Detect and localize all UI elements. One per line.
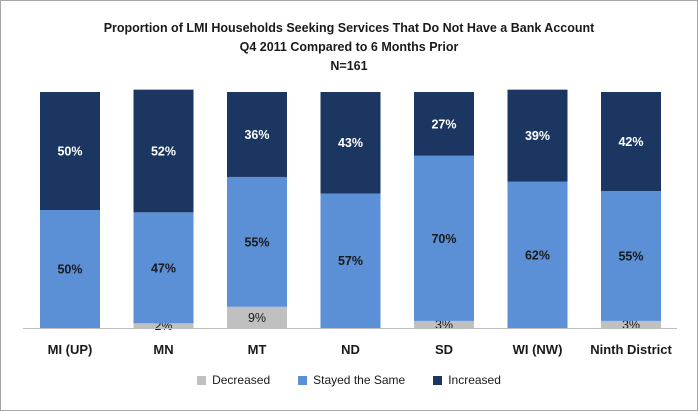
legend: Decreased Stayed the Same Increased	[1, 373, 697, 387]
data-label-increased-sd: 27%	[431, 117, 456, 131]
bar-decreased-mt	[227, 306, 287, 328]
data-label-stayed-the-same-ninth-district: 55%	[618, 250, 643, 264]
data-label-increased-ninth-district: 42%	[618, 135, 643, 149]
bar-stayed-the-same-mn	[133, 212, 194, 324]
category-label-mi-up: MI (UP)	[48, 342, 93, 357]
legend-label-decreased: Decreased	[212, 373, 271, 387]
category-label-nd: ND	[341, 342, 360, 357]
data-label-increased-mt: 36%	[244, 128, 269, 142]
bar-stayed-the-same-mt	[227, 176, 287, 307]
data-label-stayed-the-same-mt: 55%	[244, 235, 269, 249]
category-label-wi-nw: WI (NW)	[513, 342, 563, 357]
bar-stayed-the-same-sd	[414, 155, 474, 321]
bar-increased-nd	[320, 92, 381, 194]
bar-increased-mi-up	[40, 92, 100, 210]
legend-swatch-decreased	[197, 375, 207, 385]
data-label-stayed-the-same-sd: 70%	[431, 232, 456, 246]
bar-increased-ninth-district	[601, 92, 661, 192]
legend-label-stayed-the-same: Stayed the Same	[313, 373, 406, 387]
legend-item-increased: Increased	[433, 373, 501, 387]
legend-swatch-increased	[433, 375, 443, 385]
bar-decreased-mn	[133, 323, 194, 328]
legend-item-decreased: Decreased	[197, 373, 270, 387]
legend-swatch-stayed-the-same	[298, 375, 308, 385]
category-label-mt: MT	[248, 342, 267, 357]
data-label-increased-mi-up: 50%	[57, 145, 82, 159]
bar-stayed-the-same-ninth-district	[601, 191, 661, 321]
category-label-ninth-district: Ninth District	[590, 342, 672, 357]
data-label-decreased-mt: 9%	[248, 311, 266, 325]
data-label-stayed-the-same-nd: 57%	[338, 254, 363, 268]
chart-title-block: Proportion of LMI Households Seeking Ser…	[1, 19, 697, 76]
bar-decreased-ninth-district	[601, 320, 661, 328]
bar-increased-sd	[414, 92, 474, 156]
bar-stayed-the-same-mi-up	[40, 210, 100, 328]
bar-stayed-the-same-wi-nw	[507, 181, 568, 328]
bar-increased-wi-nw	[507, 89, 568, 182]
data-label-increased-wi-nw: 39%	[525, 129, 550, 143]
chart-note: N=161	[330, 59, 368, 73]
legend-label-increased: Increased	[448, 373, 501, 387]
legend-item-stayed-the-same: Stayed the Same	[298, 373, 405, 387]
chart-subtitle: Q4 2011 Compared to 6 Months Prior	[239, 40, 459, 54]
category-label-sd: SD	[435, 342, 453, 357]
category-label-mn: MN	[153, 342, 173, 357]
data-label-increased-nd: 43%	[338, 136, 363, 150]
data-label-increased-mn: 52%	[151, 145, 176, 159]
data-label-stayed-the-same-wi-nw: 62%	[525, 248, 550, 262]
bar-increased-mn	[133, 89, 194, 213]
data-label-stayed-the-same-mn: 47%	[151, 261, 176, 275]
bar-decreased-sd	[414, 320, 474, 328]
bar-increased-mt	[227, 92, 287, 177]
chart-title: Proportion of LMI Households Seeking Ser…	[103, 21, 595, 35]
bar-stayed-the-same-nd	[320, 193, 381, 328]
data-label-stayed-the-same-mi-up: 50%	[57, 263, 82, 277]
